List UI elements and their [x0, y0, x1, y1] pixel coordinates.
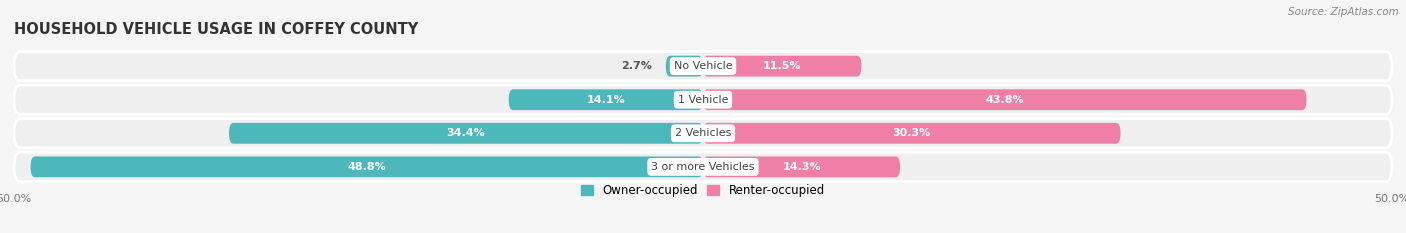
FancyBboxPatch shape: [703, 157, 900, 177]
Text: 1 Vehicle: 1 Vehicle: [678, 95, 728, 105]
Text: 30.3%: 30.3%: [893, 128, 931, 138]
FancyBboxPatch shape: [14, 152, 1392, 182]
Legend: Owner-occupied, Renter-occupied: Owner-occupied, Renter-occupied: [581, 184, 825, 197]
FancyBboxPatch shape: [703, 123, 1121, 144]
FancyBboxPatch shape: [229, 123, 703, 144]
Text: 3 or more Vehicles: 3 or more Vehicles: [651, 162, 755, 172]
FancyBboxPatch shape: [14, 51, 1392, 81]
Text: 34.4%: 34.4%: [447, 128, 485, 138]
FancyBboxPatch shape: [14, 119, 1392, 148]
Text: 43.8%: 43.8%: [986, 95, 1024, 105]
FancyBboxPatch shape: [666, 56, 703, 76]
FancyBboxPatch shape: [703, 89, 1306, 110]
Text: Source: ZipAtlas.com: Source: ZipAtlas.com: [1288, 7, 1399, 17]
Text: No Vehicle: No Vehicle: [673, 61, 733, 71]
Text: 11.5%: 11.5%: [763, 61, 801, 71]
Text: 14.3%: 14.3%: [782, 162, 821, 172]
Text: 48.8%: 48.8%: [347, 162, 387, 172]
Text: 2 Vehicles: 2 Vehicles: [675, 128, 731, 138]
Text: 14.1%: 14.1%: [586, 95, 626, 105]
FancyBboxPatch shape: [509, 89, 703, 110]
FancyBboxPatch shape: [14, 85, 1392, 114]
FancyBboxPatch shape: [703, 56, 862, 76]
FancyBboxPatch shape: [31, 157, 703, 177]
Text: HOUSEHOLD VEHICLE USAGE IN COFFEY COUNTY: HOUSEHOLD VEHICLE USAGE IN COFFEY COUNTY: [14, 22, 419, 37]
Text: 2.7%: 2.7%: [621, 61, 652, 71]
